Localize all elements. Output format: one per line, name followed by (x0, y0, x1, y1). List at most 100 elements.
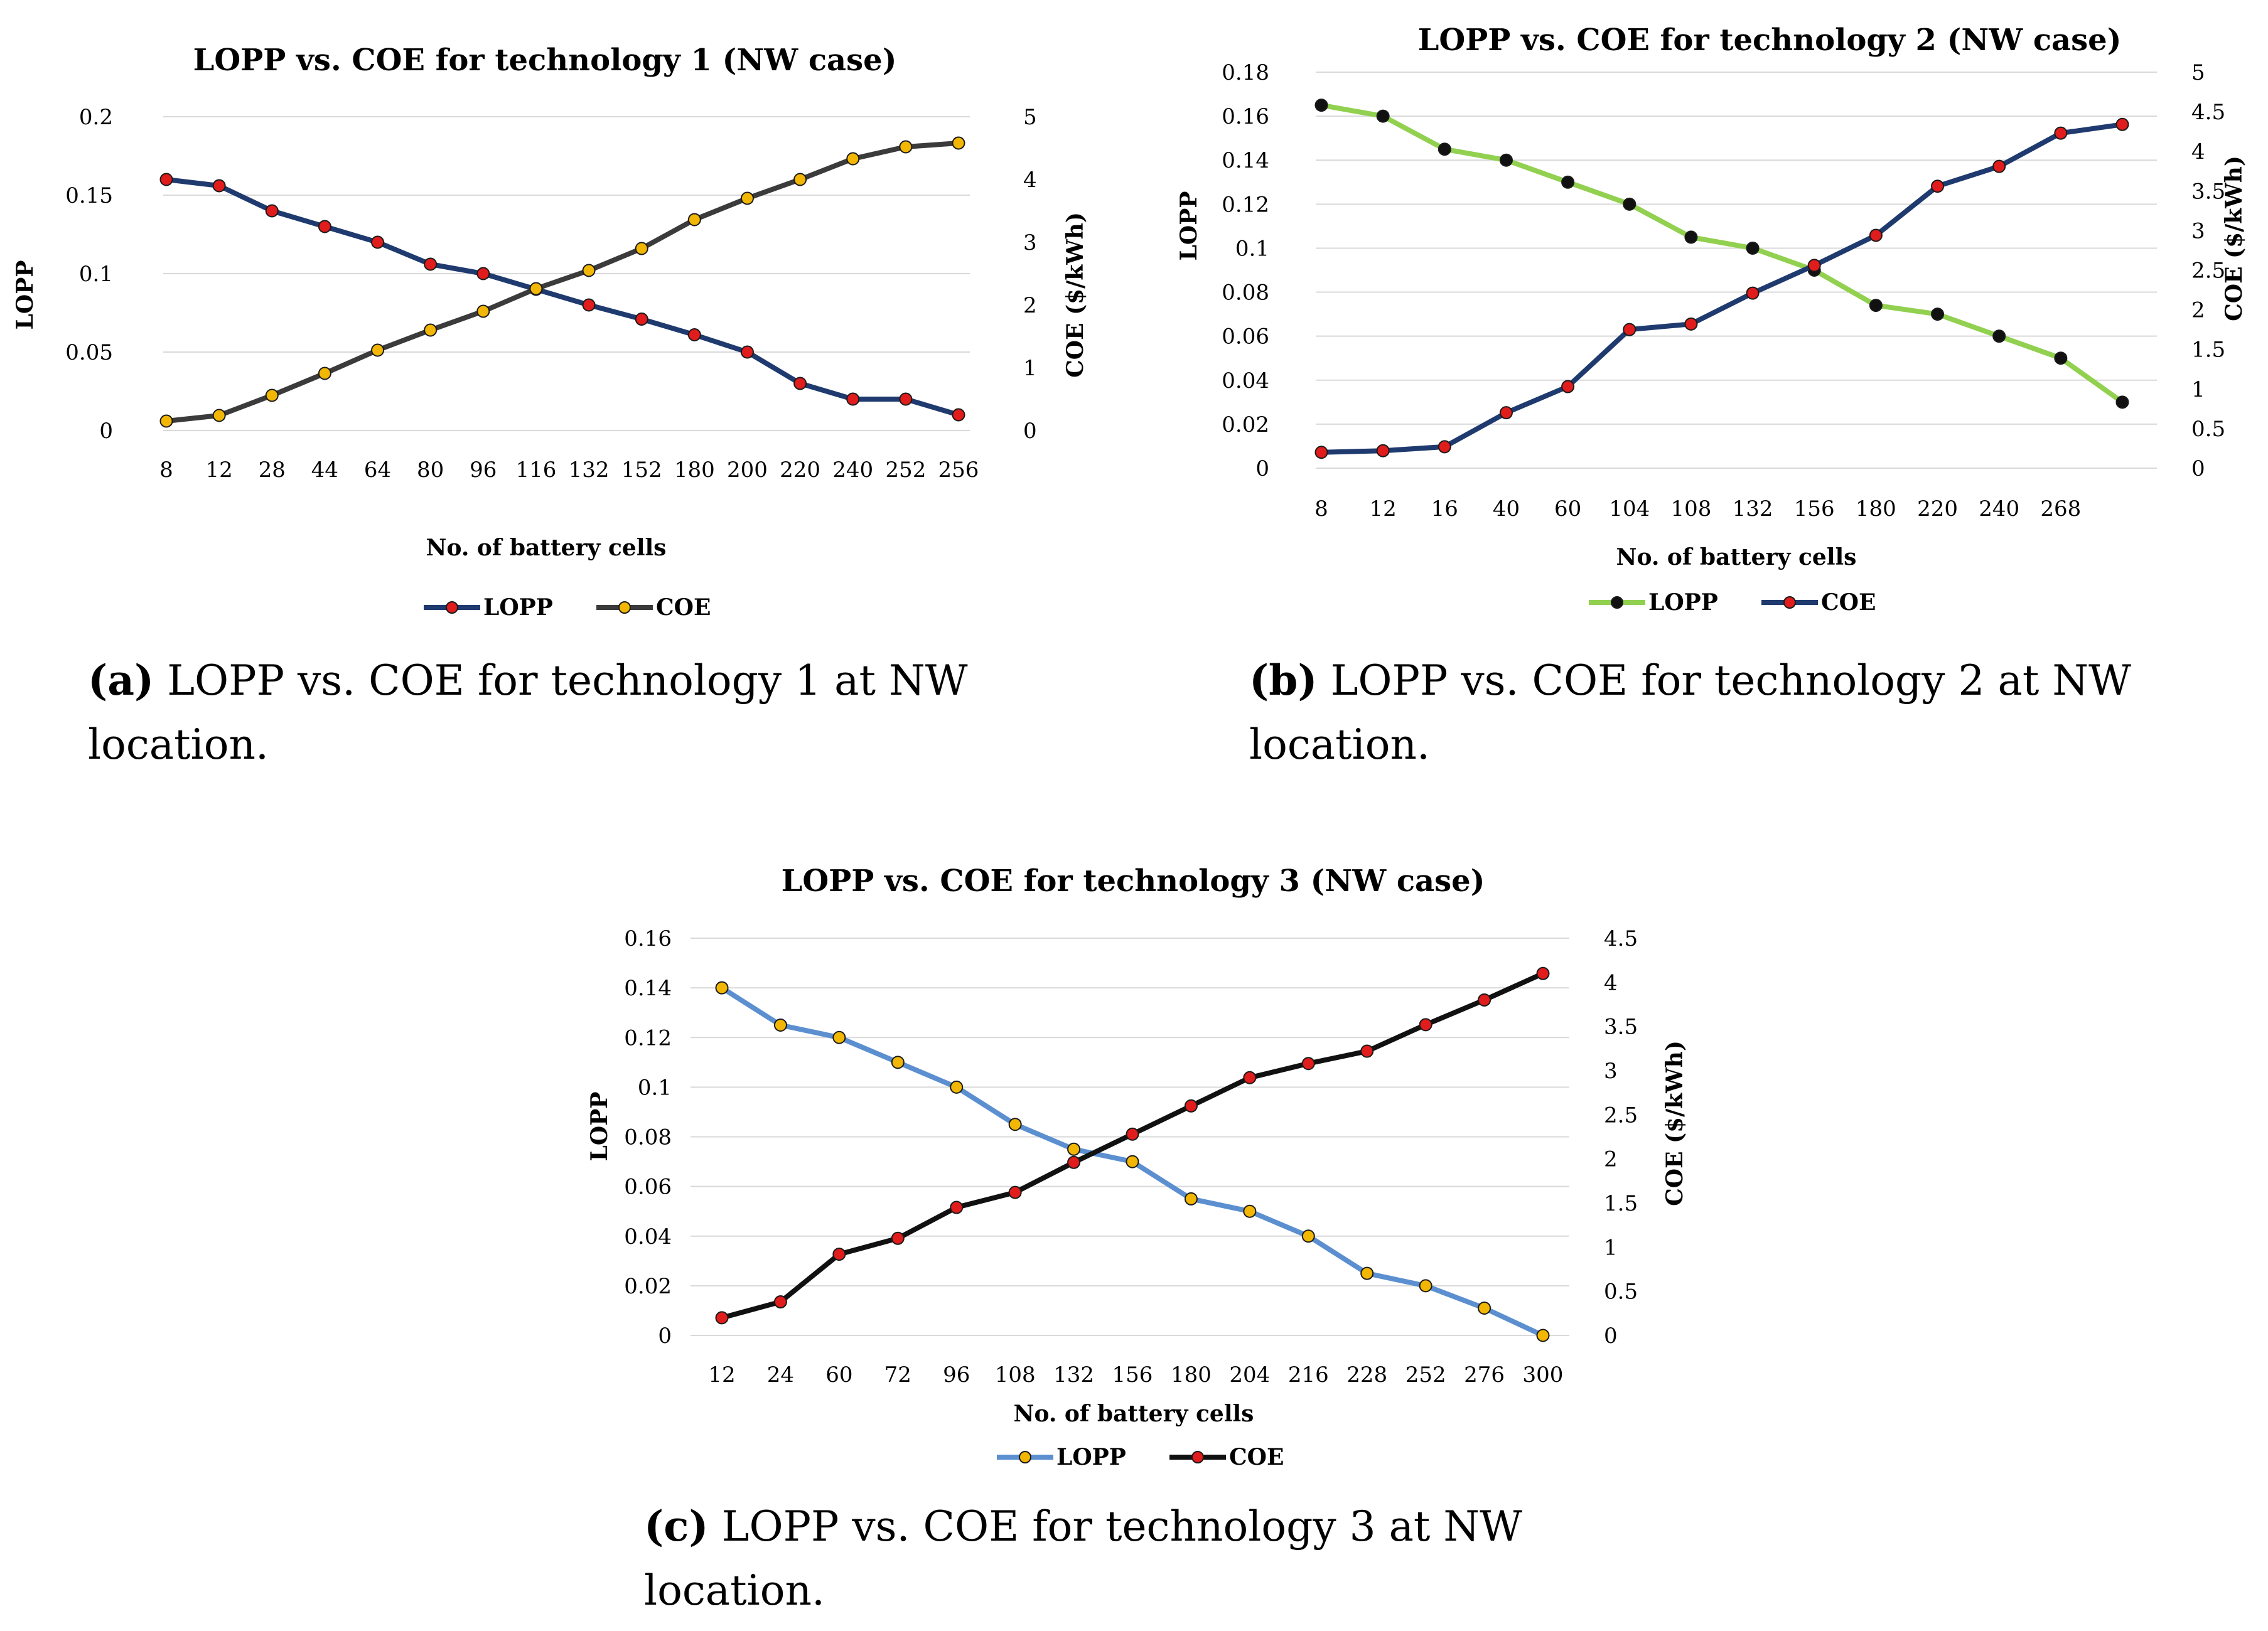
data-point-coe (1623, 323, 1637, 336)
x-tick: 108 (995, 1362, 1036, 1388)
data-point-lopp (2054, 351, 2068, 365)
y-tick-right: 4.5 (2191, 100, 2225, 125)
y-tick-right: 2 (1604, 1147, 1618, 1172)
x-tick: 64 (364, 457, 391, 483)
legend-label-lopp: LOPP (1648, 589, 1718, 616)
data-point-lopp (1536, 1329, 1550, 1342)
x-tick: 96 (470, 457, 497, 483)
x-tick: 220 (780, 457, 820, 483)
data-point-lopp (318, 220, 331, 233)
caption-tag: (c) (644, 1502, 709, 1551)
caption-text: LOPP vs. COE for technology 3 at NW loca… (644, 1502, 1523, 1615)
y-axis-right-ticks: 0 0.5 1 1.5 2 2.5 3 3.5 4 4.5 5 (2191, 60, 2225, 481)
y-tick-right: 1.5 (2191, 338, 2225, 363)
x-tick: 28 (259, 457, 286, 483)
data-point-lopp (952, 408, 965, 422)
x-tick: 276 (1464, 1362, 1505, 1388)
data-point-lopp (740, 345, 754, 359)
data-point-lopp (1376, 109, 1390, 123)
data-point-coe (318, 366, 331, 380)
data-point-coe (529, 282, 543, 296)
legend-marker-lopp (1611, 596, 1623, 609)
y-tick-right: 0.5 (1604, 1280, 1638, 1305)
data-point-coe (1301, 1057, 1315, 1071)
x-tick: 60 (825, 1362, 852, 1388)
y-tick-left: 0.06 (1222, 324, 1269, 350)
y-tick-left: 0.12 (1222, 192, 1269, 217)
legend-marker-coe (1191, 1451, 1204, 1463)
data-point-coe (952, 136, 965, 150)
data-point-lopp (1869, 299, 1883, 313)
y-tick-left: 0.1 (638, 1075, 672, 1100)
data-point-lopp (1931, 307, 1945, 321)
y-tick-left: 0.16 (1222, 104, 1269, 129)
x-tick: 132 (1733, 496, 1773, 521)
x-tick: 180 (674, 457, 715, 483)
x-tick: 108 (1670, 496, 1711, 521)
x-tick: 156 (1112, 1362, 1153, 1388)
data-point-lopp (1419, 1279, 1432, 1293)
data-point-coe (1314, 446, 1328, 459)
series-line-lopp (166, 177, 960, 417)
data-point-lopp (424, 257, 438, 271)
legend-label-coe: COE (1821, 589, 1876, 616)
y-tick-right: 3 (2191, 218, 2205, 243)
caption-tag: (a) (88, 656, 154, 705)
y-axis-right-ticks: 0 0.5 1 1.5 2 2.5 3 3.5 4 4.5 (1604, 926, 1638, 1349)
x-axis-label: No. of battery cells (426, 535, 667, 561)
chart-technology-1: LOPP vs. COE for technology 1 (NW case) 0… (12, 43, 1088, 621)
y-axis-right-label: COE ($/kWh) (2221, 156, 2247, 321)
data-point-coe (582, 264, 596, 277)
x-tick: 156 (1794, 496, 1835, 521)
y-tick-left: 0 (99, 419, 113, 444)
x-tick: 220 (1917, 496, 1958, 521)
legend: LOPP COE (1589, 589, 1876, 616)
data-point-coe (1684, 317, 1698, 331)
legend-label-coe: COE (1229, 1444, 1284, 1470)
caption-tag: (b) (1249, 656, 1318, 705)
y-tick-left: 0.04 (1222, 368, 1269, 393)
caption-b: (b) LOPP vs. COE for technology 2 at NW … (1249, 648, 2178, 777)
y-tick-right: 2.5 (1604, 1103, 1638, 1128)
legend-label-lopp: LOPP (1056, 1444, 1126, 1470)
data-point-lopp (635, 313, 648, 326)
data-point-coe (1243, 1071, 1257, 1084)
x-tick: 252 (885, 457, 926, 483)
x-axis-ticks: 8 12 28 44 64 80 96 116 132 152 180 200 220 240 252 256 (159, 457, 979, 483)
data-point-lopp (159, 173, 173, 186)
x-tick: 216 (1288, 1362, 1329, 1388)
data-point-coe (635, 242, 648, 255)
x-tick: 228 (1346, 1362, 1387, 1388)
gridlines (163, 116, 970, 431)
x-tick: 12 (708, 1362, 735, 1388)
x-tick: 12 (206, 457, 233, 483)
data-point-coe (1360, 1044, 1374, 1058)
data-point-coe (1536, 966, 1550, 980)
data-point-coe (1478, 993, 1491, 1007)
y-tick-right: 0 (1023, 419, 1037, 444)
data-point-lopp (1184, 1192, 1198, 1206)
x-tick: 24 (767, 1362, 794, 1388)
series-coe (1314, 117, 2129, 459)
data-point-lopp (1360, 1266, 1374, 1280)
y-tick-left: 0.02 (624, 1274, 672, 1299)
data-point-lopp (687, 328, 701, 341)
data-point-lopp (950, 1080, 964, 1094)
y-tick-left: 0.08 (624, 1125, 672, 1150)
legend-marker-lopp (446, 601, 458, 614)
data-point-lopp (773, 1018, 787, 1032)
gridlines (1316, 72, 2157, 469)
x-axis-label: No. of battery cells (1014, 1401, 1254, 1427)
data-point-coe (1992, 159, 2006, 173)
y-tick-left: 0.02 (1222, 412, 1269, 437)
x-tick: 268 (2040, 496, 2081, 521)
data-point-lopp (1314, 99, 1328, 112)
data-point-lopp (582, 298, 596, 312)
data-point-lopp (1438, 142, 1451, 156)
y-tick-left: 0.04 (624, 1224, 672, 1249)
data-point-coe (1419, 1018, 1432, 1032)
x-tick: 204 (1229, 1362, 1270, 1388)
legend: LOPP COE (424, 594, 711, 621)
y-tick-right: 4.5 (1604, 926, 1638, 951)
data-point-coe (899, 140, 913, 154)
